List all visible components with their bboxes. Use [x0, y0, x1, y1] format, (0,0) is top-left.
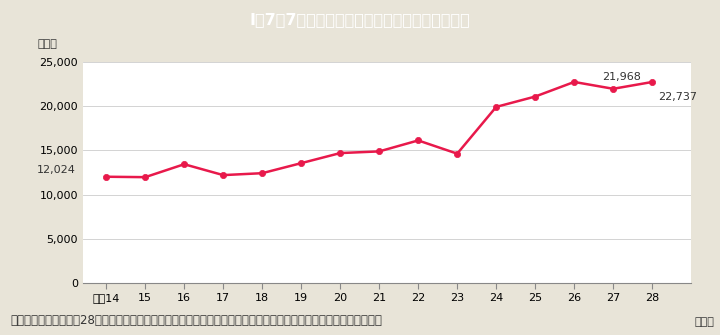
Text: （件）: （件）: [37, 39, 57, 49]
Text: 22,737: 22,737: [658, 92, 697, 102]
Text: I－7－7図　ストーカー事案の相談等件数の推移: I－7－7図 ストーカー事案の相談等件数の推移: [250, 12, 470, 27]
Text: （備考）警察庁「平成28年におけるストーカー事案及び配偶者からの暴力事案等への対応状況について」より作成。: （備考）警察庁「平成28年におけるストーカー事案及び配偶者からの暴力事案等への対…: [11, 314, 382, 327]
Text: 21,968: 21,968: [602, 72, 641, 82]
Text: 12,024: 12,024: [37, 164, 76, 175]
Text: （年）: （年）: [694, 317, 714, 327]
